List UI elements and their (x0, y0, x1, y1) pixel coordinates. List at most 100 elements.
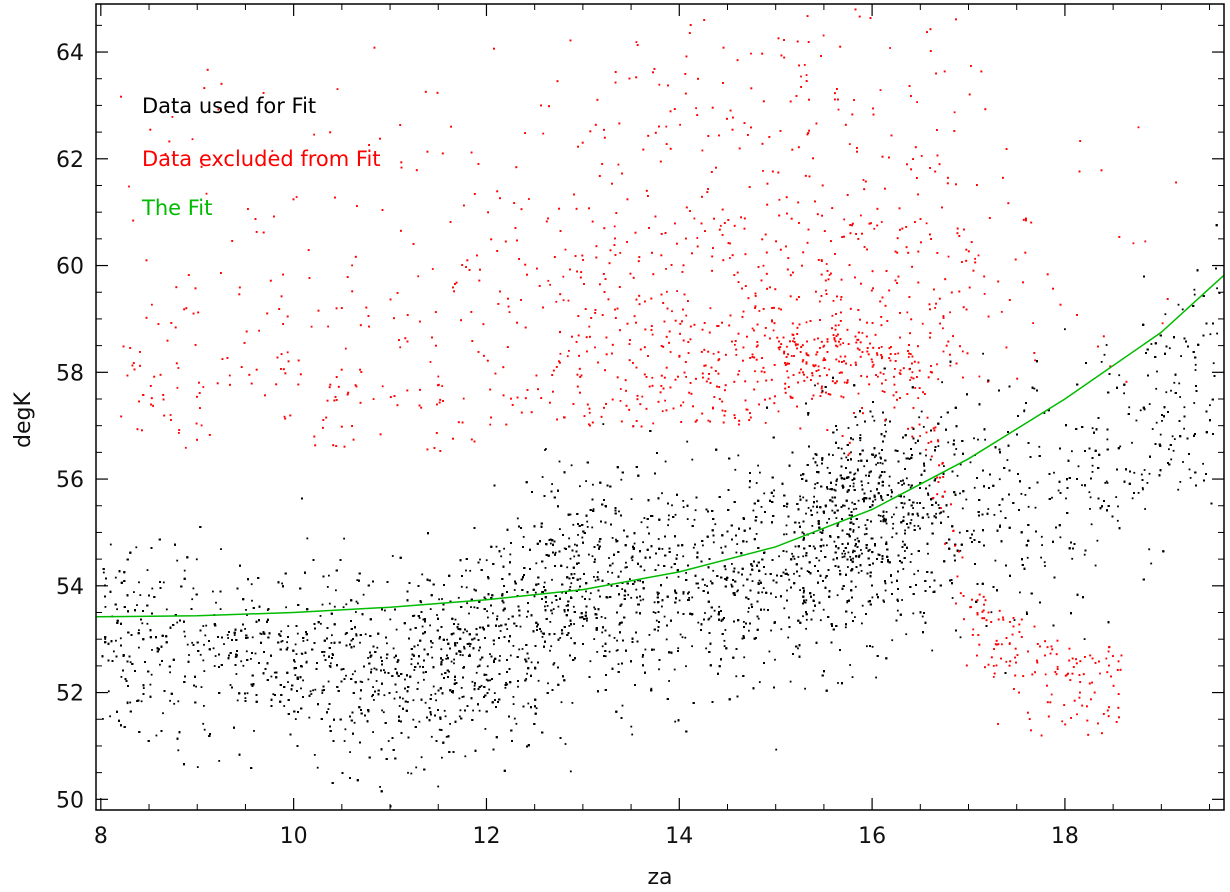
data-point (344, 633, 347, 636)
data-point (446, 638, 448, 641)
data-point (813, 594, 815, 596)
data-point (273, 671, 276, 674)
data-point (1025, 611, 1028, 614)
data-point (748, 629, 750, 632)
data-point (537, 679, 540, 682)
data-point (868, 548, 871, 551)
data-point (373, 699, 375, 701)
data-point (743, 621, 745, 623)
data-point (119, 637, 122, 640)
data-point (203, 643, 205, 646)
data-point (784, 568, 787, 571)
data-point (682, 506, 685, 508)
data-point (295, 653, 298, 655)
data-point (897, 600, 899, 602)
data-point (844, 626, 847, 629)
data-point (212, 590, 214, 593)
data-point (421, 573, 424, 576)
data-point (885, 522, 888, 525)
data-point (245, 650, 248, 653)
data-point (720, 546, 723, 549)
data-point (151, 649, 153, 651)
data-point (822, 608, 825, 611)
data-point (857, 460, 860, 462)
data-point (803, 532, 805, 535)
data-point (484, 598, 487, 600)
data-point (443, 709, 446, 712)
data-point (735, 675, 738, 678)
data-point (445, 657, 448, 660)
data-point (312, 689, 314, 692)
data-point (229, 684, 232, 686)
data-point (800, 474, 802, 477)
data-point (665, 638, 668, 641)
data-point (835, 483, 837, 486)
data-point (1040, 535, 1043, 538)
data-point (367, 678, 370, 681)
data-point (220, 548, 222, 550)
data-point (927, 552, 929, 555)
data-point (246, 614, 248, 616)
data-point (907, 457, 909, 460)
data-point (412, 718, 415, 721)
data-point (895, 506, 898, 509)
data-point (313, 754, 316, 756)
data-point (463, 645, 465, 648)
data-point (398, 705, 401, 707)
data-point (534, 591, 537, 594)
data-point (407, 771, 409, 774)
data-point (1071, 450, 1073, 453)
data-point (251, 599, 253, 602)
data-point (1155, 387, 1158, 390)
data-point (965, 498, 968, 501)
data-point (302, 640, 305, 642)
data-point (296, 632, 299, 635)
data-point (395, 628, 398, 631)
data-point (250, 583, 253, 586)
data-point (853, 473, 856, 476)
data-point (1100, 361, 1103, 363)
data-point (910, 519, 913, 521)
data-point (429, 608, 432, 610)
data-point (372, 686, 374, 688)
data-point (280, 640, 283, 643)
data-point (485, 673, 488, 676)
data-point (912, 507, 914, 509)
data-point (1159, 433, 1162, 436)
data-point (362, 593, 365, 596)
data-point (867, 482, 870, 484)
data-point (456, 642, 459, 644)
data-point (579, 577, 582, 580)
data-point (1188, 468, 1191, 471)
data-point (233, 634, 236, 636)
data-point (921, 615, 924, 618)
data-point (794, 545, 797, 548)
data-point (551, 483, 553, 485)
data-point (840, 447, 843, 450)
data-point (861, 498, 864, 501)
data-point (837, 682, 839, 684)
data-point (283, 705, 286, 707)
data-point (852, 557, 854, 560)
data-point (593, 638, 596, 640)
data-point (793, 572, 795, 575)
data-point (705, 647, 707, 650)
data-point (621, 588, 624, 590)
data-point (871, 645, 874, 648)
data-point (947, 441, 950, 444)
data-point (745, 540, 748, 543)
data-point (627, 593, 630, 596)
data-point (670, 566, 673, 569)
data-point (802, 496, 805, 499)
data-point (342, 606, 345, 609)
data-point (1155, 421, 1158, 424)
data-point (791, 552, 793, 555)
data-point (570, 464, 573, 467)
data-point (1115, 496, 1118, 498)
data-point (300, 687, 302, 690)
data-point (610, 585, 613, 587)
data-point (884, 582, 887, 585)
data-point (550, 645, 553, 648)
data-point (1212, 362, 1215, 365)
data-point (973, 529, 975, 532)
